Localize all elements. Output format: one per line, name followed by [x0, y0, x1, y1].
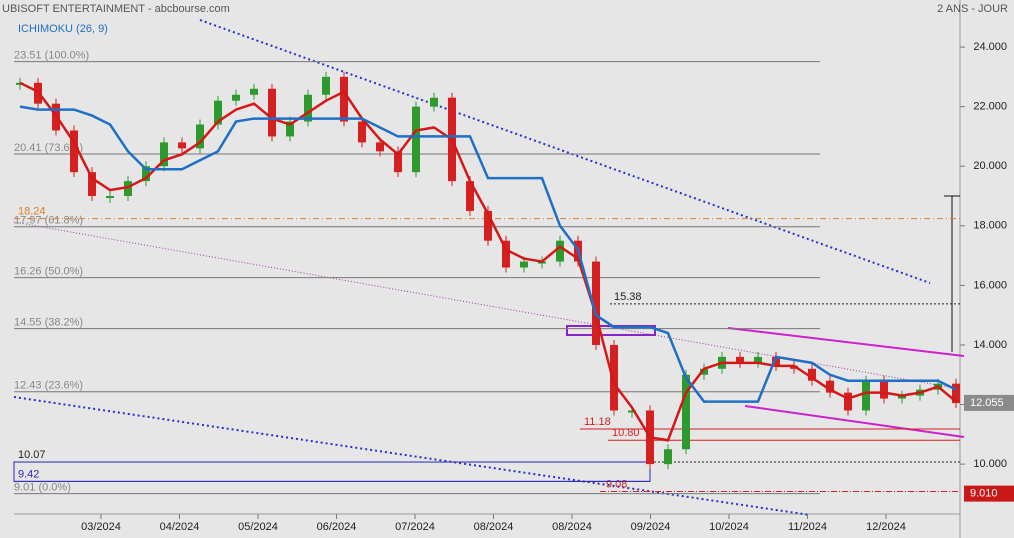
candle: [394, 151, 402, 173]
candle: [106, 196, 114, 199]
period: 2 ANS - JOUR: [937, 3, 1008, 15]
x-tick-label: 04/2024: [160, 521, 200, 533]
candle: [880, 380, 888, 399]
candle: [286, 121, 294, 137]
candle: [502, 240, 510, 268]
level-label: 15.38: [614, 291, 642, 303]
candle: [178, 142, 186, 149]
candle: [826, 380, 834, 393]
y-tick-label: 18.000: [973, 220, 1007, 232]
fib-label: 12.43 (23.6%): [14, 380, 83, 392]
candle: [772, 356, 780, 366]
candle: [682, 374, 690, 450]
fib-label: 23.51 (100.0%): [14, 50, 89, 62]
fib-label: 14.55 (38.2%): [14, 316, 83, 328]
indicator-line: [19, 105, 957, 403]
candle: [322, 76, 330, 95]
candle: [142, 166, 150, 182]
y-tick-label: 20.000: [973, 160, 1007, 172]
candle: [862, 380, 870, 411]
candle: [664, 449, 672, 465]
y-tick-label: 22.000: [973, 101, 1007, 113]
trendline: [13, 221, 961, 390]
candle: [700, 368, 708, 375]
price-tag-label: 12.055: [970, 397, 1004, 409]
y-tick-label: 14.000: [973, 339, 1007, 351]
x-tick-label: 06/2024: [317, 521, 357, 533]
candle: [250, 88, 258, 95]
level-label: 9.08: [606, 478, 627, 490]
x-tick-label: 08/2024: [552, 521, 592, 533]
price-tag: [964, 394, 1014, 411]
trendlines: [13, 19, 965, 516]
legend-label: ICHIMOKU (26, 9): [18, 23, 108, 35]
candle: [484, 210, 492, 241]
candle: [340, 76, 348, 122]
x-tick-label: 03/2024: [81, 521, 121, 533]
level-label: 18.24: [18, 206, 46, 218]
fib-label: 17.97 (61.8%): [14, 215, 83, 227]
x-tick-label: 12/2024: [866, 521, 906, 533]
candle: [124, 181, 132, 197]
x-tick-label: 09/2024: [631, 521, 671, 533]
zone-box: [13, 461, 651, 482]
candle: [160, 142, 168, 167]
fib-label: 16.26 (50.0%): [14, 266, 83, 278]
x-tick-label: 11/2024: [788, 521, 827, 533]
candle: [412, 106, 420, 173]
candle: [376, 142, 384, 152]
chart-title: UBISOFT ENTERTAINMENT - abcbourse.com: [2, 3, 230, 15]
x-tick-label: 08/2024: [474, 521, 514, 533]
level-label: 9.42: [18, 468, 39, 480]
candle: [466, 181, 474, 211]
candle: [754, 356, 762, 363]
candle: [214, 100, 222, 125]
candle: [196, 124, 204, 149]
trendline: [13, 396, 811, 516]
y-tick-label: 24.000: [973, 41, 1007, 53]
candle: [808, 368, 816, 381]
candle: [736, 356, 744, 363]
fib-label: 9.01 (0.0%): [14, 482, 71, 494]
x-tick-label: 07/2024: [395, 521, 435, 533]
candle: [844, 392, 852, 411]
indicator-line: [19, 81, 957, 442]
candle: [304, 94, 312, 122]
x-tick-label: 10/2024: [709, 521, 749, 533]
candle: [430, 97, 438, 107]
x-tick-label: 05/2024: [238, 521, 278, 533]
candle: [610, 344, 618, 411]
candle: [358, 121, 366, 143]
price-tag: [964, 485, 1014, 502]
y-tick-label: 16.000: [973, 279, 1007, 291]
candle: [628, 410, 636, 413]
candle: [556, 240, 564, 262]
level-label: 11.18: [584, 416, 611, 428]
y-tick-label: 10.000: [973, 458, 1007, 470]
channel-line: [727, 327, 965, 357]
price-tag-label: 9.010: [970, 488, 998, 500]
candle: [592, 261, 600, 345]
candle: [88, 172, 96, 197]
candle: [520, 261, 528, 268]
candle: [952, 383, 960, 404]
candle: [898, 395, 906, 399]
candle: [232, 94, 240, 101]
level-label: 10.80: [612, 427, 640, 439]
channel-line: [744, 405, 965, 438]
candle: [70, 130, 78, 173]
fib-label: 20.41 (73.6%): [14, 142, 83, 154]
level-label: 10.07: [18, 449, 46, 461]
trendline: [199, 19, 931, 284]
candle: [268, 88, 276, 137]
